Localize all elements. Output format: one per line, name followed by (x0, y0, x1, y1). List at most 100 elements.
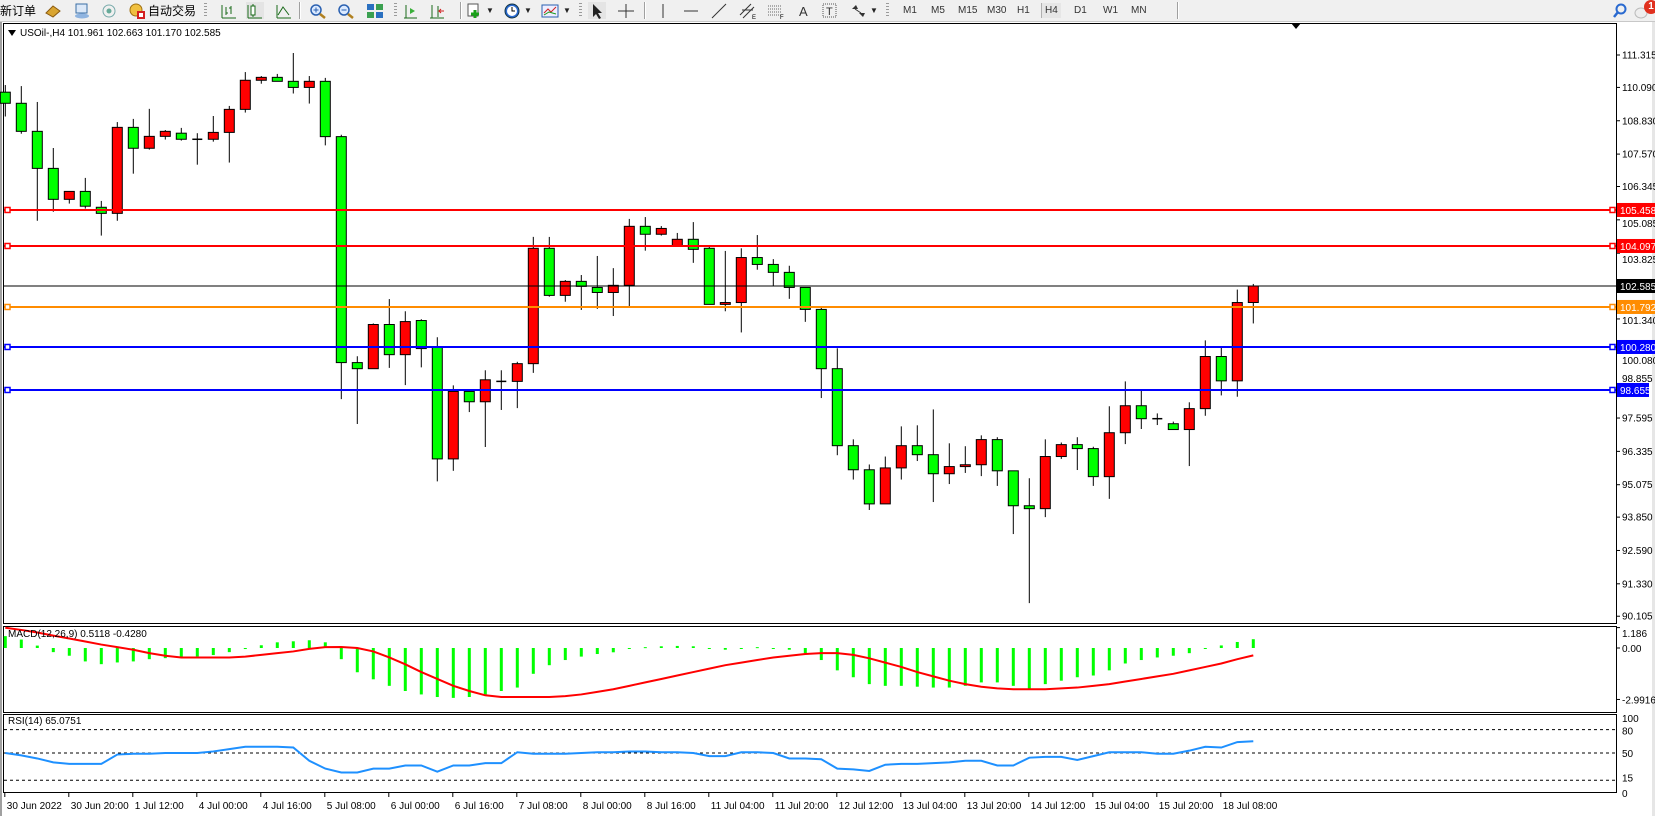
bar-chart-icon[interactable] (220, 2, 238, 19)
periods-icon[interactable] (503, 2, 521, 19)
level-handle[interactable] (1609, 303, 1616, 311)
level-handle[interactable] (1609, 242, 1616, 250)
macd-histogram-bar (115, 648, 119, 663)
arrows-dropdown-icon[interactable]: ▼ (870, 6, 878, 15)
rsi-tick-label: 15 (1622, 773, 1634, 784)
candle-bear (815, 308, 827, 370)
templates-icon[interactable] (541, 2, 559, 19)
macd-histogram-bar (275, 642, 279, 648)
level-handle[interactable] (4, 386, 11, 394)
candle-bear (15, 102, 27, 132)
timeframe-w1[interactable]: W1 (1103, 5, 1118, 16)
new-order-button[interactable]: 新订单 (0, 4, 37, 18)
macd-histogram-bar (979, 648, 983, 683)
symbol-info: USOil-,H4 101.961 102.663 101.170 102.58… (20, 27, 221, 39)
macd-histogram-bar (67, 648, 71, 656)
timeframe-m1[interactable]: M1 (903, 5, 917, 16)
vertical-line-icon[interactable] (654, 2, 672, 19)
macd-histogram-bar (83, 648, 87, 662)
crosshair-icon[interactable] (617, 2, 635, 19)
text-icon[interactable]: A (795, 2, 813, 19)
time-label: 30 Jun 20:00 (71, 801, 129, 812)
notification-badge[interactable]: 1 (1644, 0, 1655, 14)
macd-panel (3, 626, 1617, 713)
level-handle[interactable] (4, 343, 11, 351)
timeframe-h1[interactable]: H1 (1017, 5, 1030, 16)
macd-histogram-bar (707, 648, 711, 649)
zoom-out-icon[interactable] (337, 2, 355, 19)
timeframe-h4[interactable]: H4 (1041, 3, 1061, 18)
level-handle[interactable] (4, 242, 11, 250)
toolbar-grip[interactable] (394, 3, 397, 18)
macd-histogram-bar (947, 648, 951, 688)
indicators-dropdown-icon[interactable]: ▼ (486, 6, 494, 15)
candle-bull (1247, 285, 1259, 304)
macd-histogram-bar (659, 646, 663, 648)
candle-bear (431, 346, 443, 460)
search-icon[interactable] (1612, 2, 1628, 19)
macd-histogram-bar (1187, 648, 1191, 654)
candle-bull (223, 108, 235, 133)
equidistant-channel-icon[interactable]: E (739, 2, 757, 19)
templates-dropdown-icon[interactable]: ▼ (563, 6, 571, 15)
timeframe-mn[interactable]: MN (1131, 5, 1147, 16)
line-chart-icon[interactable] (275, 2, 293, 19)
tile-windows-icon[interactable] (366, 2, 384, 19)
timeframe-m5[interactable]: M5 (931, 5, 945, 16)
timeframe-d1[interactable]: D1 (1074, 5, 1087, 16)
candle-bull (399, 321, 411, 356)
macd-histogram-bar (387, 648, 391, 686)
market-watch-icon[interactable] (44, 2, 62, 19)
candle-bull (559, 280, 571, 296)
auto-scroll-icon[interactable] (428, 2, 446, 19)
macd-histogram-bar (371, 648, 375, 680)
candle-bull (255, 76, 267, 81)
candle-bear (911, 445, 923, 456)
macd-histogram-bar (803, 648, 807, 654)
horizontal-line-icon[interactable] (682, 2, 700, 19)
macd-histogram-bar (435, 648, 439, 698)
macd-histogram-bar (1059, 648, 1063, 681)
toolbar-grip[interactable] (886, 3, 889, 18)
chart-shift-icon[interactable] (401, 2, 419, 19)
price-tick-label: 97.595 (1622, 414, 1653, 425)
candle-bear (543, 247, 555, 296)
time-label: 7 Jul 08:00 (519, 801, 568, 812)
macd-histogram-bar (1123, 648, 1127, 664)
timeframe-m30[interactable]: M30 (987, 5, 1007, 16)
level-handle[interactable] (1609, 343, 1616, 351)
macd-histogram-bar (195, 648, 199, 657)
level-handle[interactable] (4, 303, 11, 311)
text-label-icon[interactable]: T (821, 2, 839, 19)
candle-bear (751, 257, 763, 265)
price-tick-label: 107.570 (1622, 150, 1655, 161)
navigator-icon[interactable] (73, 2, 91, 19)
toolbar-grip[interactable] (204, 3, 207, 18)
separator (460, 2, 462, 19)
candle-bull (719, 302, 731, 305)
level-handle[interactable] (1609, 386, 1616, 394)
periods-dropdown-icon[interactable]: ▼ (524, 6, 532, 15)
macd-histogram-bar (675, 645, 679, 648)
fibonacci-icon[interactable]: F (767, 2, 785, 19)
macd-histogram-bar (835, 648, 839, 671)
level-handle[interactable] (1609, 206, 1616, 214)
timeframe-m15[interactable]: M15 (958, 5, 978, 16)
candlestick-chart-icon[interactable] (246, 2, 264, 19)
indicators-icon[interactable] (466, 2, 484, 19)
candle-bear (783, 271, 795, 288)
arrows-icon[interactable] (849, 2, 867, 19)
toolbar-grip[interactable] (579, 3, 582, 18)
cursor-icon[interactable] (588, 2, 606, 19)
level-handle[interactable] (4, 206, 11, 214)
candle-bull (111, 126, 123, 214)
signal-icon[interactable] (100, 2, 118, 19)
autotrade-icon[interactable] (128, 2, 146, 19)
autotrade-button[interactable]: 自动交易 (148, 4, 197, 18)
chart-shift-marker[interactable] (1291, 23, 1301, 29)
triangle-down-icon[interactable] (8, 30, 16, 36)
zoom-in-icon[interactable] (309, 2, 327, 19)
trendline-icon[interactable] (710, 2, 728, 19)
macd-histogram-bar (1139, 648, 1143, 661)
